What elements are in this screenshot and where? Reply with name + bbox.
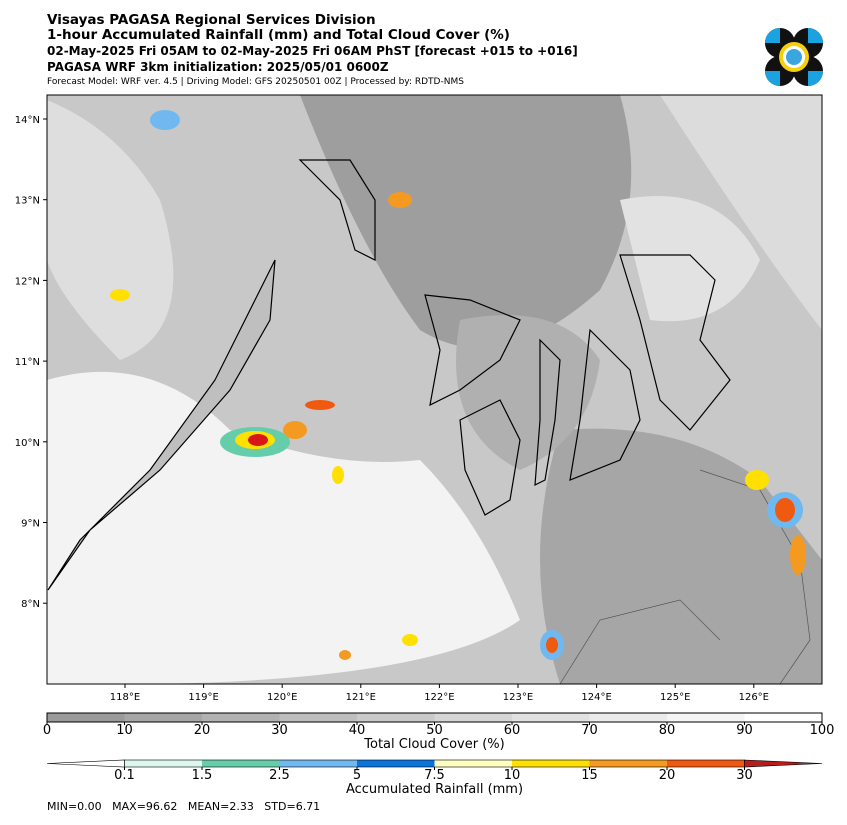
lat-label: 8°N — [21, 599, 40, 610]
lat-label: 14°N — [15, 115, 40, 126]
lon-label: 125°E — [660, 692, 690, 703]
rain-tick-label: 30 — [736, 768, 753, 783]
rain-tick-label: 7.5 — [424, 768, 445, 783]
lon-label: 126°E — [739, 692, 769, 703]
cloud-tick-label: 20 — [194, 723, 211, 738]
rain-swatch — [744, 759, 823, 768]
cloud-tick-label: 100 — [810, 723, 835, 738]
rain-tick-label: 1.5 — [192, 768, 213, 783]
lon-label: 121°E — [346, 692, 376, 703]
cloud-tick-label: 10 — [116, 723, 133, 738]
rain-swatch — [357, 760, 435, 767]
title: Visayas PAGASA Regional Services Divisio… — [47, 12, 376, 28]
rain-tick-label: 20 — [659, 768, 676, 783]
lon-label: 124°E — [581, 692, 611, 703]
cloud-label: Total Cloud Cover (%) — [363, 737, 504, 752]
cloud-swatch — [744, 713, 822, 722]
map — [46, 94, 823, 685]
subtitle: 1-hour Accumulated Rainfall (mm) and Tot… — [47, 27, 510, 43]
cloud-tick-label: 80 — [659, 723, 676, 738]
rain-tick-label: 5 — [353, 768, 361, 783]
lat-label: 9°N — [21, 519, 40, 530]
lon-label: 122°E — [424, 692, 454, 703]
lon-label: 119°E — [188, 692, 218, 703]
rain-cells — [110, 110, 806, 660]
cloud-swatch — [434, 713, 512, 722]
lon-label: 120°E — [267, 692, 297, 703]
cloud-swatch — [124, 713, 202, 722]
cloud-tick-label: 90 — [736, 723, 753, 738]
cloud-swatch — [512, 713, 590, 722]
rain-label: Accumulated Rainfall (mm) — [346, 782, 523, 797]
lon-label: 123°E — [503, 692, 533, 703]
cloud-swatch — [589, 713, 667, 722]
cloud-swatch — [667, 713, 745, 722]
period: 02-May-2025 Fri 05AM to 02-May-2025 Fri … — [47, 44, 578, 58]
cloud-tick-label: 0 — [43, 723, 51, 738]
lon-label: 118°E — [110, 692, 140, 703]
rain-tick-label: 2.5 — [269, 768, 290, 783]
cloud-swatch — [279, 713, 357, 722]
rain-swatch — [589, 760, 667, 767]
rain-tick-label: 0.1 — [114, 768, 135, 783]
rain-swatch — [202, 760, 280, 767]
logo — [765, 28, 823, 86]
cloud-tick-label: 60 — [504, 723, 521, 738]
lat-label: 11°N — [15, 357, 40, 368]
lat-label: 13°N — [15, 196, 40, 207]
rain-swatch — [512, 760, 590, 767]
cloud-tick-label: 50 — [426, 723, 443, 738]
init: PAGASA WRF 3km initialization: 2025/05/0… — [47, 60, 389, 74]
cloud-tick-label: 40 — [349, 723, 366, 738]
rain-swatch — [434, 760, 512, 767]
rain-tick-label: 10 — [504, 768, 521, 783]
rain-swatch — [667, 760, 745, 767]
lat-label: 12°N — [15, 276, 40, 287]
cloud-swatch — [357, 713, 435, 722]
cloud-swatch — [202, 713, 280, 722]
cloud-swatch — [47, 713, 125, 722]
rain-swatch — [46, 759, 125, 768]
cloud-tick-label: 70 — [581, 723, 598, 738]
model-info: Forecast Model: WRF ver. 4.5 | Driving M… — [47, 77, 464, 87]
lat-label: 10°N — [15, 438, 40, 449]
cloud-tick-label: 30 — [271, 723, 288, 738]
stats: MIN=0.00 MAX=96.62 MEAN=2.33 STD=6.71 — [47, 800, 320, 813]
rain-swatch — [124, 760, 202, 767]
rain-tick-label: 15 — [581, 768, 598, 783]
rain-swatch — [279, 760, 357, 767]
